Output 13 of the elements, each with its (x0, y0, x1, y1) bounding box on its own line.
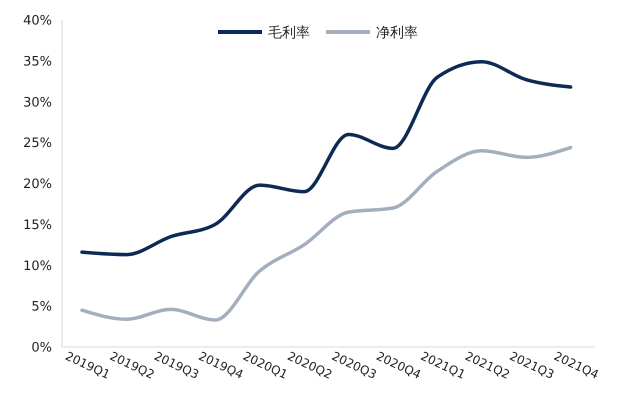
line-series (80, 146, 572, 322)
y-tick-label: 20% (23, 177, 52, 192)
y-tick-label: 40% (23, 14, 52, 29)
y-tick-label: 0% (31, 340, 52, 356)
y-tick-label: 10% (23, 258, 52, 274)
legend-label: 净利率 (376, 24, 418, 41)
y-tick-label: 15% (23, 218, 52, 233)
legend-label: 毛利率 (268, 24, 310, 41)
line-series (80, 60, 572, 256)
y-tick-label: 25% (23, 136, 52, 152)
y-tick-label: 30% (23, 95, 52, 110)
y-tick-label: 5% (31, 300, 52, 315)
y-tick-label: 35% (23, 54, 52, 70)
